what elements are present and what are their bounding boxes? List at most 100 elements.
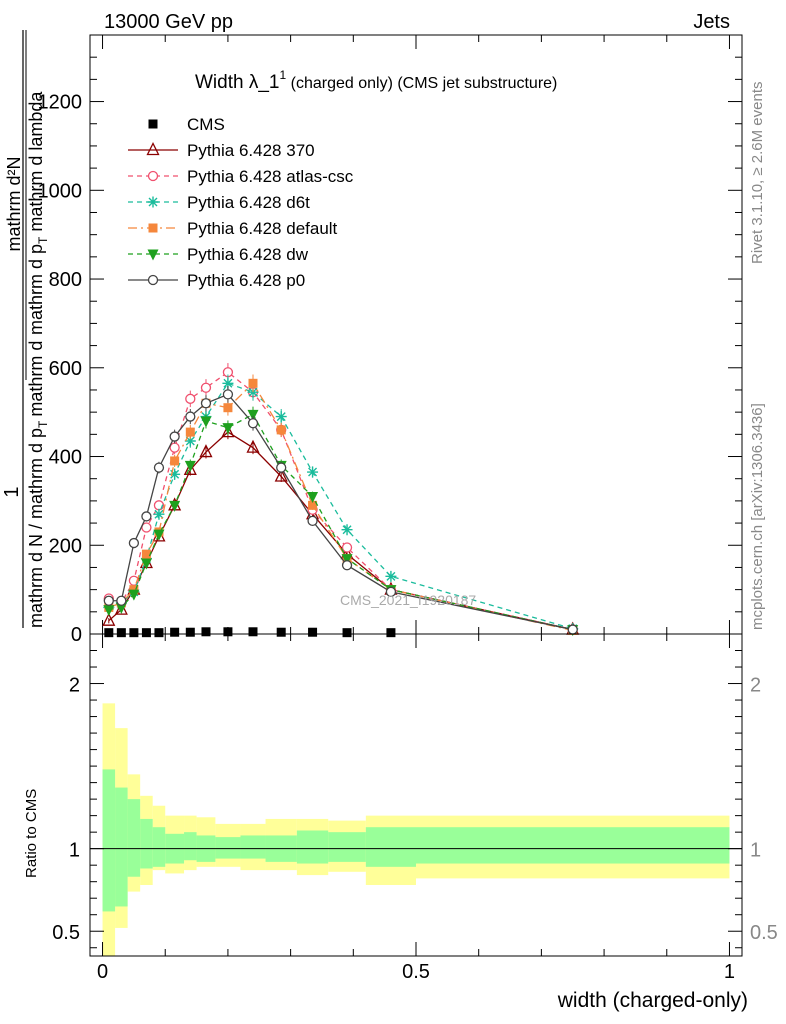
data-point-p0 (141, 511, 152, 522)
lower-ytick-label-right: 0.5 (750, 922, 778, 944)
data-point-dw (341, 554, 353, 566)
legend-item-p370: Pythia 6.428 370 (128, 141, 315, 160)
upper-ytick-label: 600 (49, 358, 82, 380)
data-point-dw (115, 602, 127, 614)
plot-title-main: Width λ_1 (195, 72, 279, 93)
data-point-d6t (247, 386, 259, 398)
y-axis-label-upper: 1 mathrm d N / mathrm d pTmathrm d mathr… (1, 30, 50, 628)
data-point-p0 (185, 411, 196, 422)
upper-ytick-label: 1200 (38, 92, 83, 114)
data-point-p370 (246, 439, 260, 453)
data-point-default (141, 549, 151, 559)
data-point-p370 (199, 444, 213, 458)
lower-ytick-label: 1 (69, 840, 80, 862)
upper-axis-ticks: 0 200 400 600 800 1000 1200 (38, 34, 742, 646)
legend-marker (148, 223, 158, 233)
xtick-label: 0 (97, 961, 108, 983)
data-point-p370 (274, 468, 288, 482)
ratio-band-inner (102, 769, 116, 912)
lower-axis-ticks: 0.5 0.5 1 1 2 2 0 0.5 1 (52, 634, 778, 983)
data-point-default (185, 427, 195, 437)
legend-item-atlas: Pythia 6.428 atlas-csc (128, 167, 354, 186)
series-cms (104, 627, 396, 638)
data-point-cms (116, 628, 126, 638)
legend-label: Pythia 6.428 d6t (187, 193, 310, 212)
data-point-p0 (222, 389, 234, 400)
lower-frame (89, 633, 743, 957)
data-point-cms (170, 627, 180, 637)
upper-series (102, 363, 580, 638)
watermark: CMS_2021_I1920187 (340, 592, 476, 608)
data-point-cms (129, 628, 139, 638)
legend-item-cms: CMS (148, 115, 225, 134)
legend-marker (147, 274, 159, 286)
data-point-p0 (307, 515, 318, 527)
data-point-p370 (114, 601, 128, 615)
data-point-d6t (275, 411, 287, 423)
ylabel-inner-numerator: mathrm d²N (4, 156, 24, 251)
data-point-cms (308, 627, 318, 637)
ylabel-outer-numerator: 1 (1, 486, 23, 497)
ratio-band-inner (184, 832, 197, 861)
data-point-dw (222, 423, 234, 435)
data-point-cms (154, 628, 164, 638)
data-point-d6t (222, 377, 234, 389)
data-point-atlas (185, 393, 196, 404)
data-point-dw (184, 460, 196, 472)
data-point-d6t (153, 508, 165, 520)
ylabel-den-main: mathrm d N / mathrm d p (26, 428, 46, 628)
data-point-p370 (221, 424, 235, 438)
data-point-default (223, 403, 233, 413)
upper-ytick-label: 200 (49, 535, 82, 557)
data-point-p370 (102, 612, 116, 626)
plot-title: Width λ_11 (charged only) (CMS jet subst… (195, 68, 557, 93)
lower-ytick-label-right: 2 (750, 675, 761, 697)
data-point-cms (201, 627, 211, 637)
ratio-band-inner (365, 827, 416, 867)
lower-panel: 0.5 0.5 1 1 2 2 0 0.5 1 Ratio to CMS width (char… (23, 633, 778, 1012)
legend-item-d6t: Pythia 6.428 d6t (128, 193, 310, 212)
data-point-dw (169, 500, 181, 512)
upper-ytick-label: 0 (71, 624, 82, 646)
upper-ytick-label: 400 (49, 447, 82, 469)
data-point-cms (223, 627, 233, 637)
data-point-p0 (341, 560, 353, 571)
upper-ytick-label: 1000 (38, 180, 83, 202)
legend: CMS Pythia 6.428 370 Pythia 6.428 atlas-cs… (128, 115, 354, 290)
ratio-band-inner (152, 827, 166, 867)
data-point-p0 (116, 595, 127, 606)
legend-label: Pythia 6.428 dw (187, 245, 309, 264)
data-point-dw (153, 529, 165, 541)
xtick-label: 1 (724, 961, 735, 983)
data-point-default (308, 500, 318, 510)
data-point-atlas (141, 522, 152, 533)
series-p0 (103, 386, 578, 635)
data-point-p0 (567, 624, 578, 635)
ylabel-frac2-den-main: mathrm d p (26, 244, 46, 335)
plot-title-sup: 1 (279, 68, 286, 82)
data-point-cms (248, 627, 258, 637)
data-point-atlas (200, 382, 212, 393)
data-point-cms (185, 627, 195, 637)
legend-marker (147, 170, 159, 182)
upper-ytick-label: 800 (49, 269, 82, 291)
data-point-d6t (184, 435, 196, 447)
data-point-atlas (169, 442, 180, 453)
data-point-d6t (385, 570, 397, 582)
data-point-p0 (200, 398, 212, 409)
data-point-dw (247, 409, 259, 421)
data-point-d6t (169, 468, 181, 480)
legend-label: CMS (187, 115, 225, 134)
ratio-bands (102, 703, 730, 956)
data-point-d6t (307, 466, 319, 478)
legend-marker (147, 196, 159, 208)
ratio-band-inner (328, 832, 366, 862)
data-point-dw (200, 416, 212, 428)
data-point-dw (103, 605, 115, 617)
ylabel-inner-denominator: mathrm d pT mathrm d lambda (26, 91, 50, 335)
data-point-default (170, 456, 180, 466)
ratio-band-inner (115, 787, 128, 907)
legend-item-p0: Pythia 6.428 p0 (128, 271, 305, 290)
data-point-cms (276, 627, 286, 637)
data-point-cms (342, 628, 352, 638)
